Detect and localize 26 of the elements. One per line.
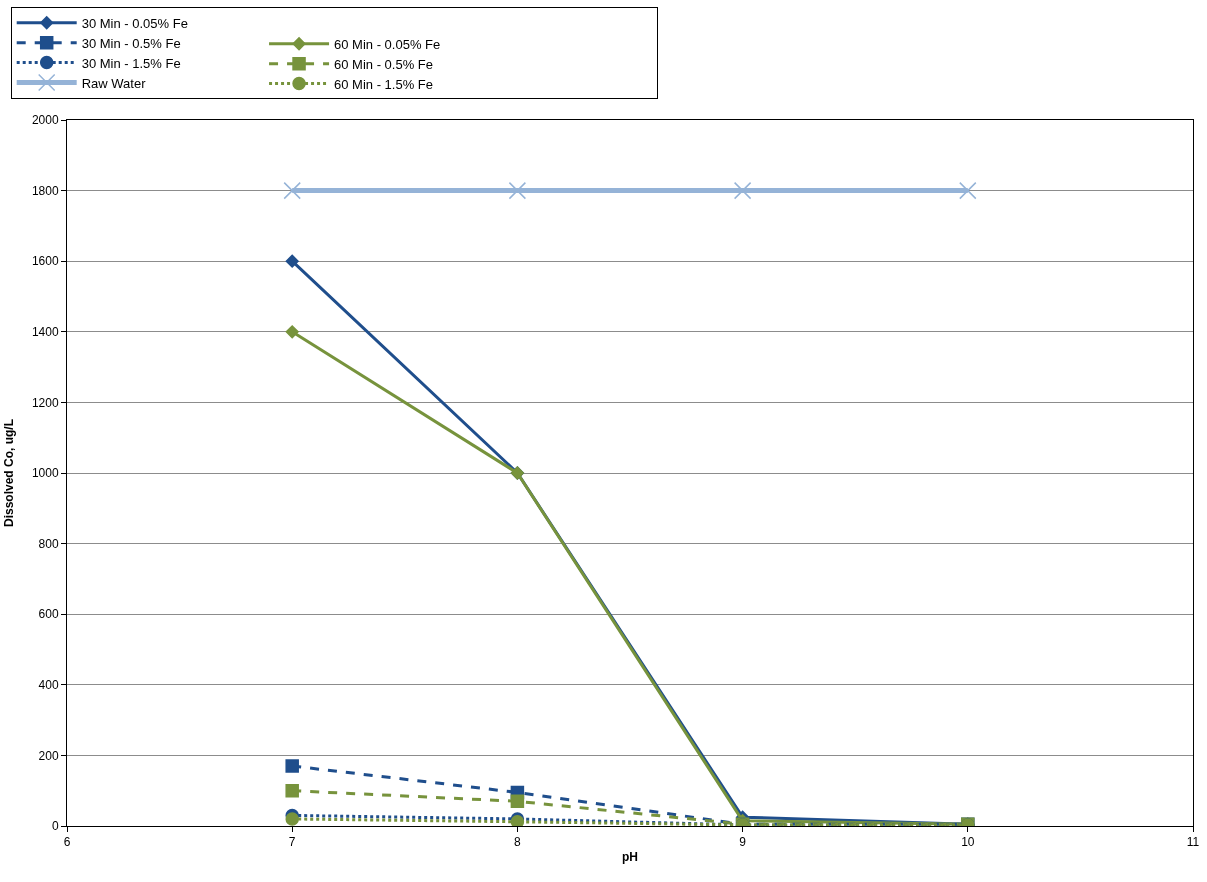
y-tick-label: 2000 xyxy=(31,113,59,128)
legend-label: 30 Min - 0.05% Fe xyxy=(81,15,188,31)
y-tick-label: 1600 xyxy=(31,254,59,269)
y-tick-label: 400 xyxy=(38,678,59,692)
x-tick-label: 6 xyxy=(63,835,71,850)
legend-label: Raw Water xyxy=(81,75,147,91)
x-tick-label: 11 xyxy=(1186,835,1200,850)
x-tick-label: 10 xyxy=(961,835,975,850)
legend-label: 30 Min - 0.5% Fe xyxy=(81,35,181,51)
legend-label: 60 Min - 0.05% Fe xyxy=(334,36,441,52)
y-tick-label: 0 xyxy=(51,819,59,834)
y-tick-label: 1000 xyxy=(31,466,59,481)
y-tick-label: 200 xyxy=(38,748,59,763)
x-tick-label: 7 xyxy=(288,835,296,850)
y-axis-title: Dissolved Co, ug/L xyxy=(2,418,17,528)
y-tick-label: 1400 xyxy=(31,325,59,339)
y-tick-label: 1200 xyxy=(31,395,59,410)
x-tick-label: 9 xyxy=(739,835,747,850)
y-tick-label: 1800 xyxy=(31,183,59,198)
x-tick-label: 8 xyxy=(514,835,522,850)
legend-label: 60 Min - 1.5% Fe xyxy=(334,76,434,92)
y-tick-label: 800 xyxy=(38,536,59,551)
legend-label: 60 Min - 0.5% Fe xyxy=(334,56,434,72)
y-tick-label: 600 xyxy=(38,607,59,622)
x-axis-title: pH xyxy=(622,850,638,865)
legend-label: 30 Min - 1.5% Fe xyxy=(81,55,181,71)
